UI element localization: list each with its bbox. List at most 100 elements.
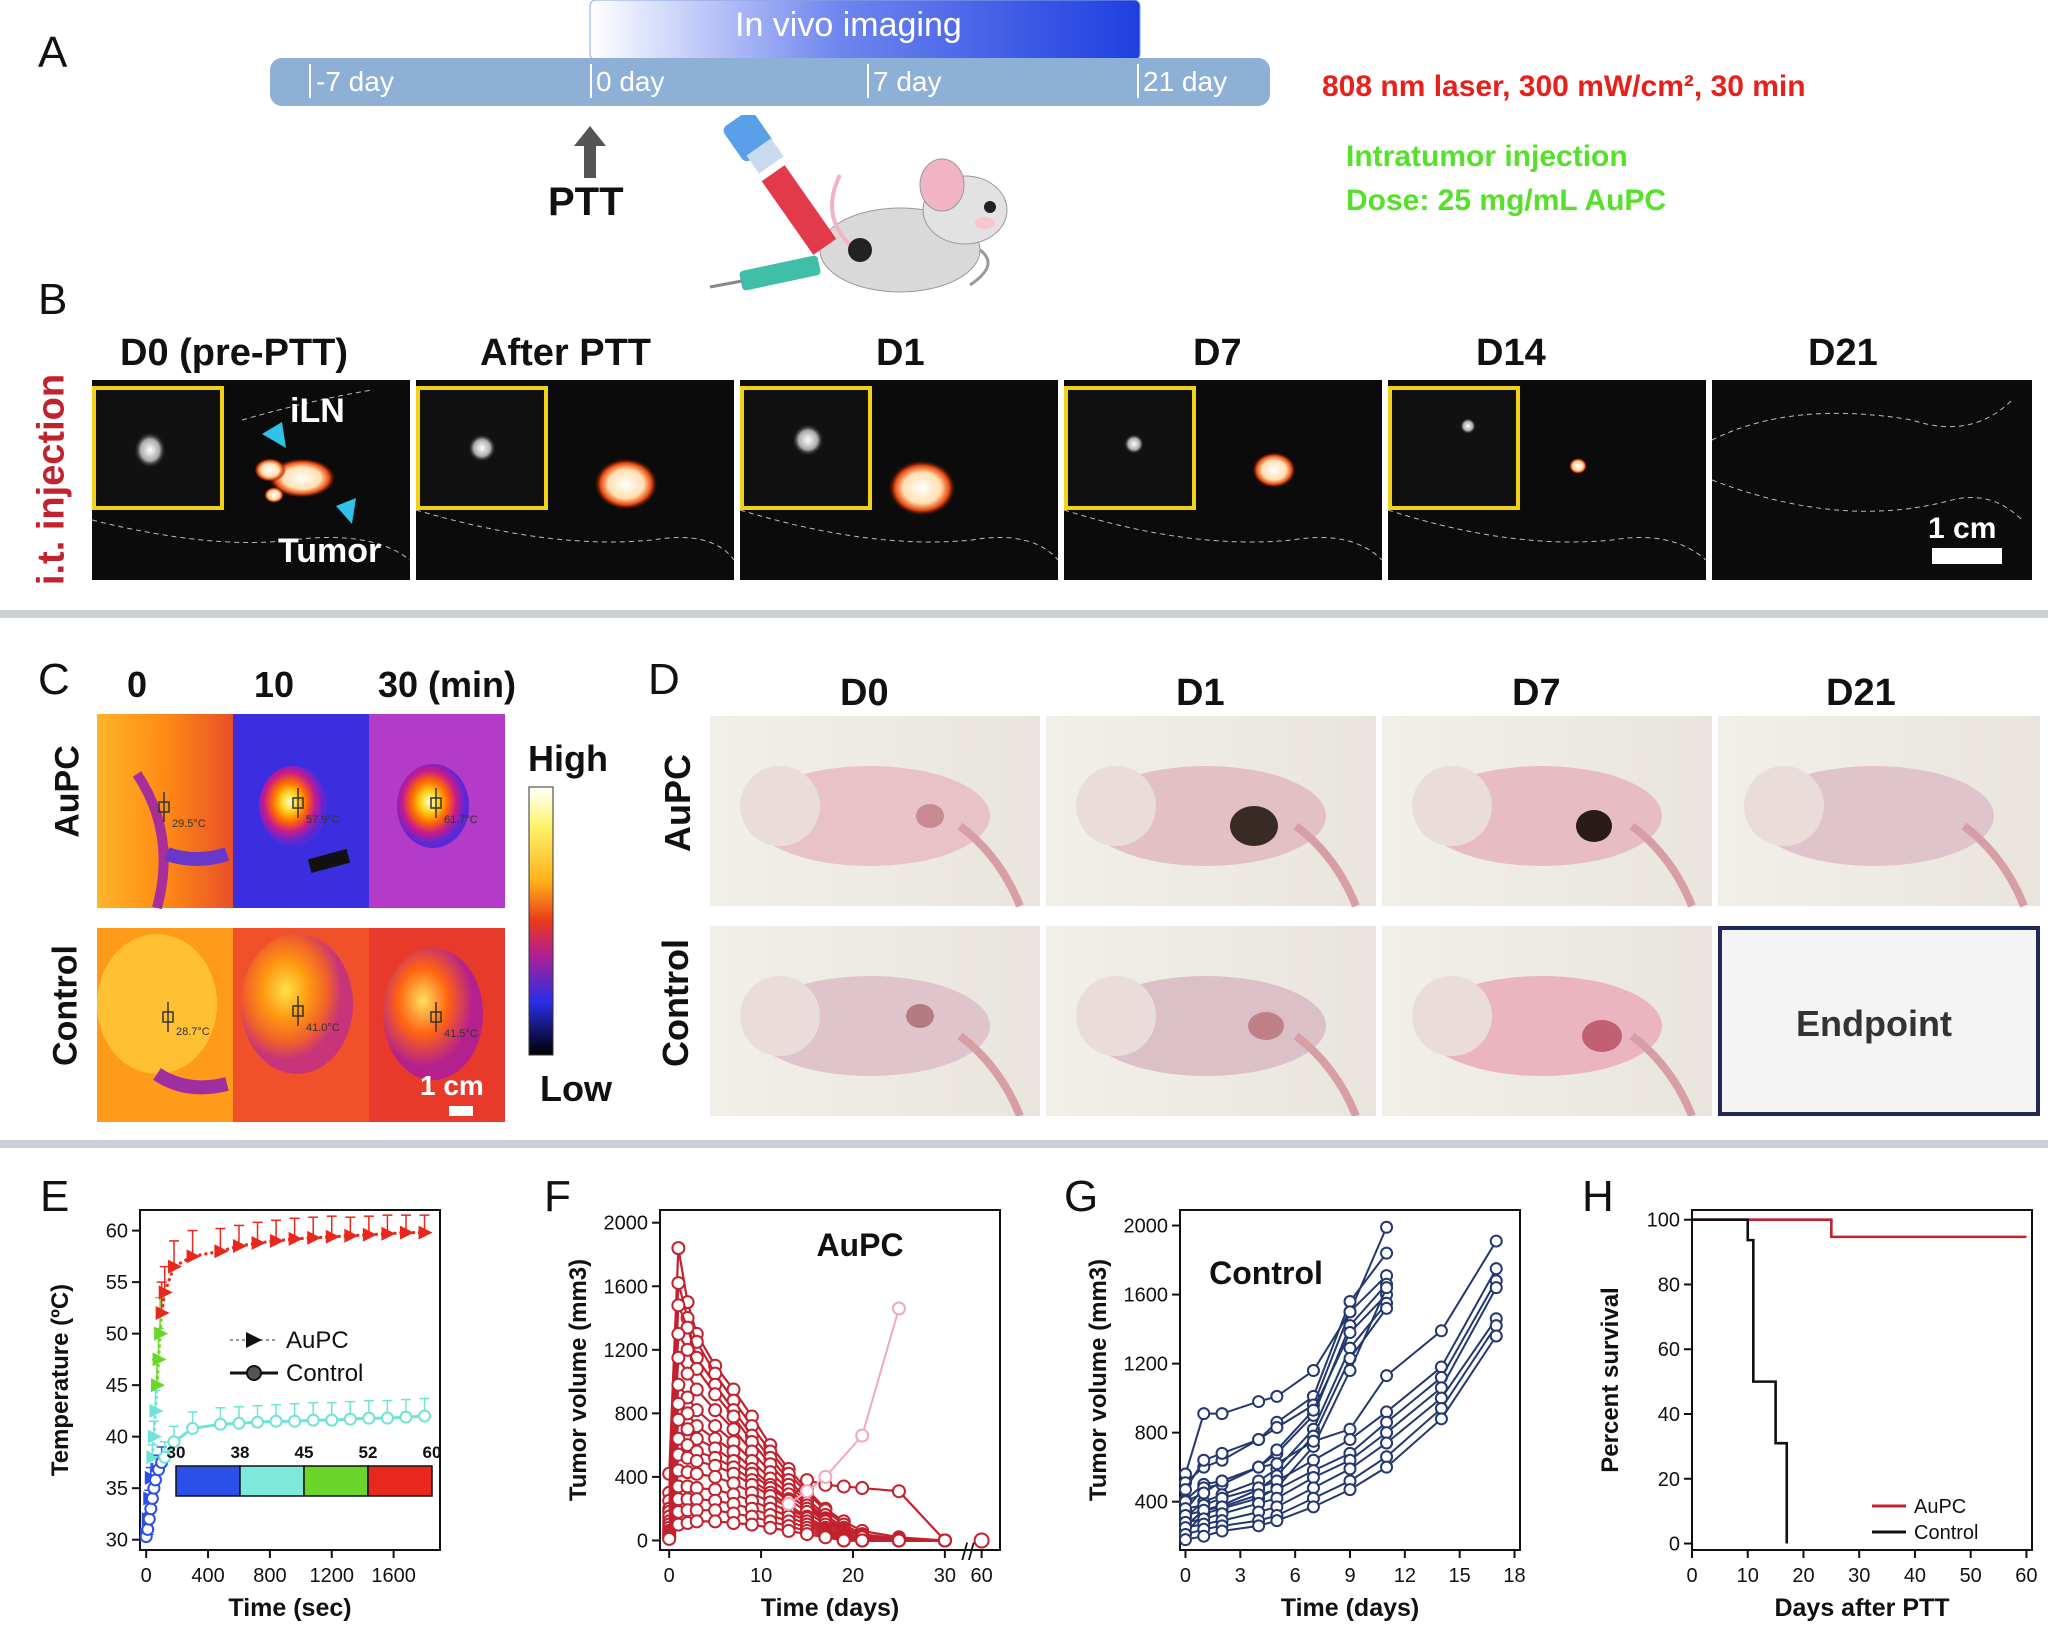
b-title-after: After PTT (480, 332, 651, 374)
x-tick-label: 400 (191, 1565, 224, 1587)
series-point-c8 (1380, 1281, 1394, 1295)
d-aupc-d7 (1382, 716, 1712, 908)
series-point-relapse (891, 1301, 906, 1316)
iln-arrow-icon (262, 422, 286, 448)
colorbar-tick: 45 (295, 1443, 314, 1462)
series-point-c9 (1434, 1324, 1448, 1338)
series-point-c15 (1197, 1529, 1211, 1543)
axis-break-icon: // (961, 1539, 975, 1566)
chart-g-control-volume: 0 3 6 9 12 15 18 400 800 1200 1600 2000 Time (days) T… (1085, 1209, 1526, 1622)
c-time-0: 0 (127, 664, 148, 705)
y-axis-label: Tumor volume (mm3) (565, 1259, 592, 1501)
series-point-m7 (671, 1396, 686, 1411)
x-tick-label: 800 (253, 1565, 286, 1587)
series-point-c9 (1270, 1457, 1284, 1471)
point-control (288, 1414, 302, 1428)
x-axis-label: Time (sec) (228, 1594, 351, 1622)
series-point-m7 (680, 1406, 695, 1421)
c-high-label: High (528, 738, 608, 779)
series-AuPC-segment (155, 1359, 161, 1386)
point-aupc (149, 1403, 164, 1418)
series-point-c3 (1343, 1305, 1357, 1319)
x-tick-label: 10 (1737, 1565, 1759, 1587)
series-point-c1 (1380, 1220, 1394, 1234)
x-tick-label: 0 (664, 1565, 675, 1587)
colorbar-tick: 60 (423, 1443, 442, 1462)
x-tick-label: 1200 (310, 1565, 355, 1587)
y-tick-label: 0 (1669, 1534, 1680, 1556)
series-point-m15 (800, 1527, 815, 1542)
c-scale-label: 1 cm (420, 1070, 484, 1101)
point-aupc (399, 1225, 414, 1240)
y-tick-label: 400 (615, 1467, 648, 1489)
b-title-d14: D14 (1476, 332, 1546, 374)
tumor-arrow-icon (336, 498, 356, 524)
c-readout-aupc-30: 61.7°C (444, 814, 478, 826)
timeline (270, 0, 1270, 106)
point-control (213, 1417, 227, 1431)
d-ctrl-d0 (710, 926, 1040, 1116)
series-point-m15 (855, 1533, 870, 1548)
series-point-m15 (818, 1530, 833, 1545)
series-point-c9 (1380, 1369, 1394, 1383)
point-control (186, 1421, 200, 1435)
y-tick-label: 20 (1658, 1469, 1680, 1491)
legend-label-control: Control (286, 1360, 363, 1387)
d-aupc-d0 (710, 716, 1040, 908)
y-axis-label: Temperature (ºC) (47, 1284, 74, 1476)
b-title-d7: D7 (1193, 332, 1242, 374)
series-point-c7 (1380, 1301, 1394, 1315)
y-tick-label: 40 (106, 1427, 128, 1449)
x-tick-label: 18 (1503, 1565, 1525, 1587)
y-tick-label: 60 (106, 1221, 128, 1243)
point-aupc (232, 1239, 247, 1254)
d-endpoint-label: Endpoint (1796, 1003, 1952, 1044)
point-control (362, 1411, 376, 1425)
x-tick-label: 30 (1848, 1565, 1870, 1587)
series-point-m9 (671, 1431, 686, 1446)
series-point-c3 (1178, 1483, 1192, 1497)
d-day-d1: D1 (1176, 672, 1225, 714)
legend-label-aupc: AuPC (286, 1327, 349, 1354)
c-time-10: 10 (254, 664, 295, 705)
series-point-c10 (1343, 1433, 1357, 1447)
point-aupc (155, 1306, 170, 1321)
series-point-m4 (708, 1387, 723, 1402)
x-tick-label: 15 (1449, 1565, 1471, 1587)
y-tick-label: 60 (1658, 1339, 1680, 1361)
series-point-m5 (726, 1422, 741, 1437)
series-point-c15 (1489, 1329, 1503, 1343)
x-tick-label: 0 (1180, 1565, 1191, 1587)
series-point-m15 (708, 1514, 723, 1529)
series-point-day60 (973, 1532, 990, 1549)
series-point-m5 (708, 1403, 723, 1418)
series-line-c13 (1185, 1318, 1498, 1529)
series-point-c1 (1306, 1364, 1320, 1378)
series-point-m15 (781, 1523, 796, 1538)
series-point-c15 (1434, 1412, 1448, 1426)
x-tick-label: 0 (141, 1565, 152, 1587)
y-tick-label: 100 (1647, 1210, 1680, 1232)
point-aupc (154, 1326, 169, 1341)
series-point-m8 (891, 1484, 906, 1499)
series-point-c3 (1252, 1433, 1266, 1447)
y-tick-label: 35 (106, 1478, 128, 1500)
timeline-bar (270, 58, 1270, 106)
x-tick-label: 6 (1290, 1565, 1301, 1587)
d-ctrl-d7 (1382, 926, 1712, 1116)
y-tick-label: 45 (106, 1375, 128, 1397)
series-line-c14 (1185, 1325, 1498, 1536)
c-row-aupc: AuPC (48, 745, 87, 838)
series-point-c12 (1306, 1471, 1320, 1485)
series-point-c9 (1197, 1486, 1211, 1500)
series-point-c14 (1489, 1319, 1503, 1333)
series-point-c3 (1270, 1420, 1284, 1434)
series-point-m2 (671, 1276, 686, 1291)
series-line-c12 (1185, 1287, 1498, 1524)
series-point-c15 (1270, 1514, 1284, 1528)
d-aupc-d1 (1046, 716, 1376, 908)
point-aupc (168, 1259, 183, 1274)
x-axis-label: Time (days) (761, 1594, 899, 1622)
iln-label: iLN (290, 392, 345, 430)
panel-h-letter: H (1582, 1172, 1614, 1221)
